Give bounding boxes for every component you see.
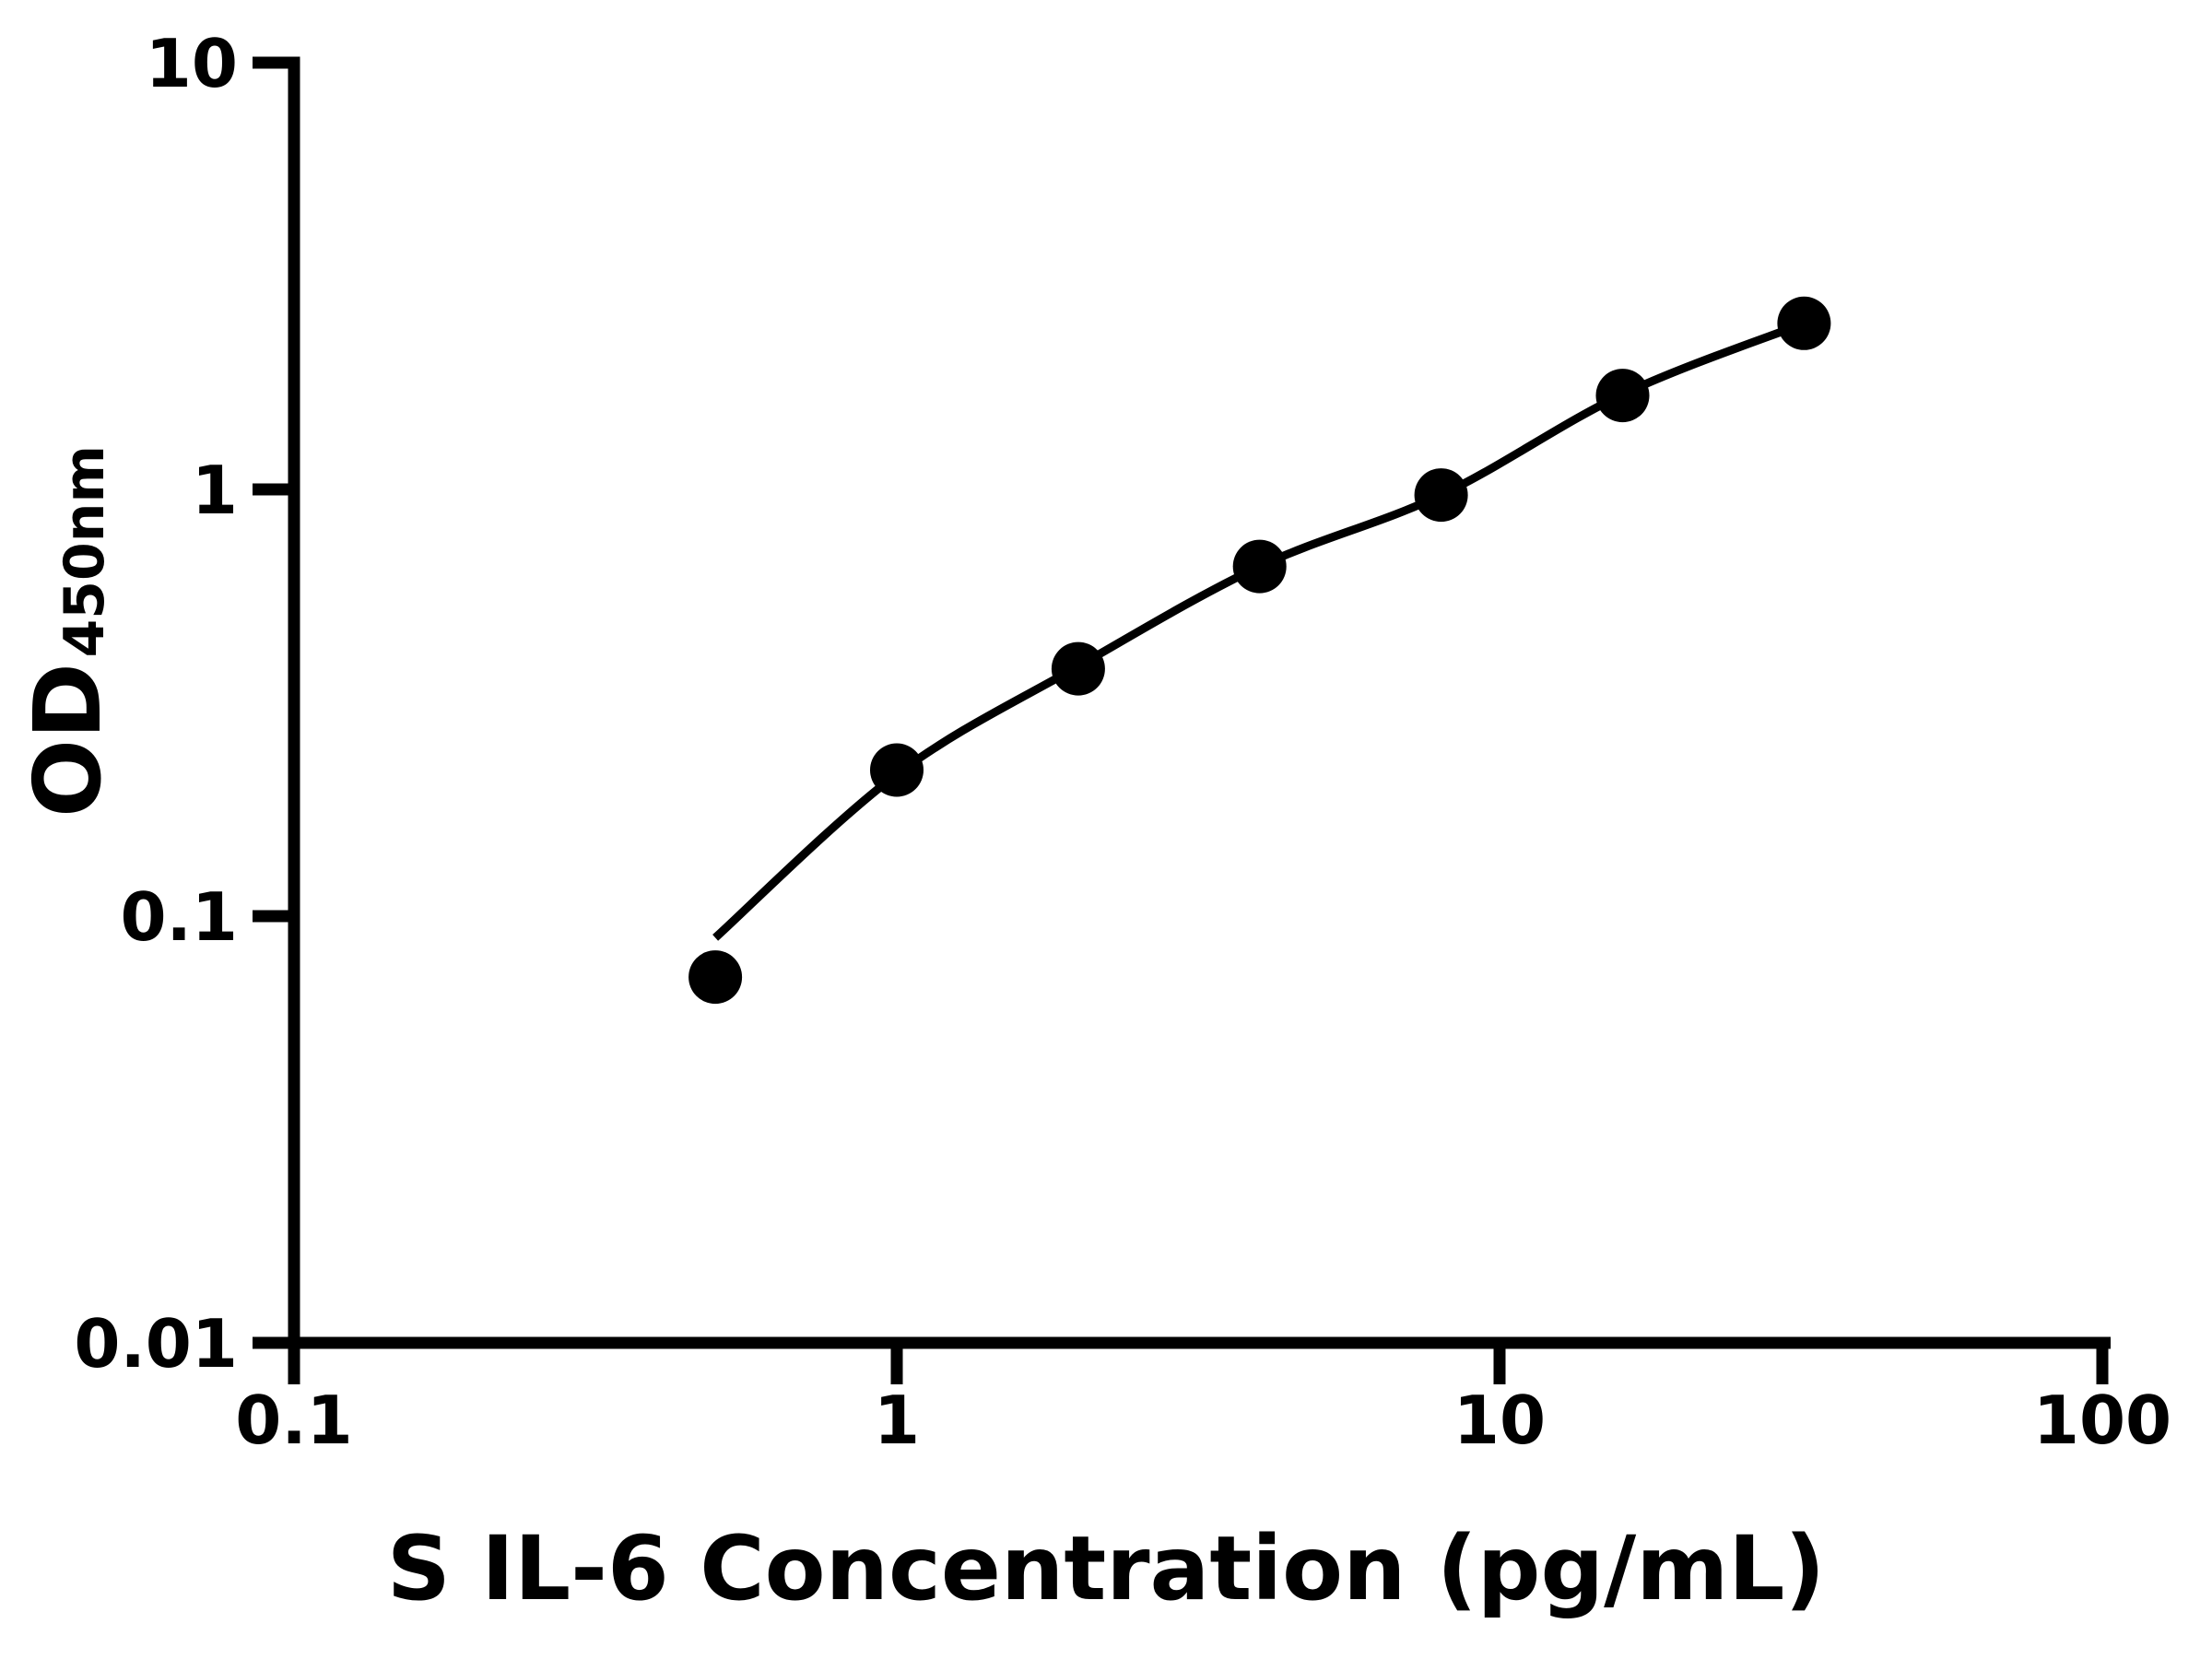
y-axis-title-subscript: 450nm [53,445,117,657]
y-tick-label: 0.1 [120,878,238,956]
x-tick-label: 10 [1453,1382,1546,1459]
data-point [1595,369,1650,423]
y-axis-ticks: 0.01 0.1 1 10 [74,25,294,1382]
x-axis-title: S IL-6 Concentration (pg/mL) [387,1517,1826,1620]
y-axis-title-main: OD [14,663,122,818]
x-axis-ticks: 0.1 1 10 100 [235,1343,2171,1459]
y-tick-label: 1 [192,452,238,529]
y-axis-title: OD 450nm [14,445,122,818]
data-point [1414,468,1468,523]
data-point [688,950,743,1005]
x-tick-label: 0.1 [235,1382,353,1459]
x-tick-label: 100 [2033,1382,2171,1459]
data-point [1232,539,1287,594]
y-tick-label: 0.01 [74,1305,238,1382]
data-point [1777,296,1831,350]
data-point [870,743,924,797]
y-tick-label: 10 [146,25,238,102]
x-tick-label: 1 [874,1382,920,1459]
data-points-group [688,296,1831,1005]
data-point [1051,641,1105,696]
